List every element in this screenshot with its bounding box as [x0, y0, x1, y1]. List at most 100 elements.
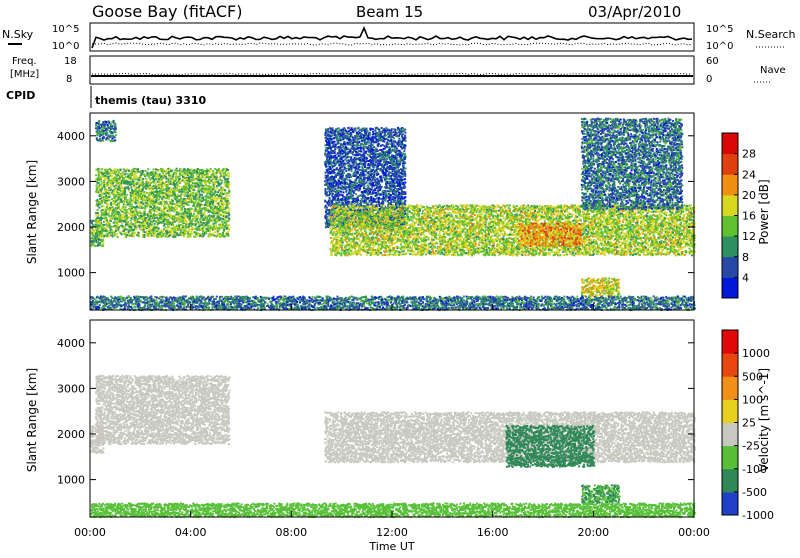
power-cell-2210: [198, 177, 200, 179]
power-cell-368: [108, 187, 110, 189]
power-cell-28: [93, 232, 95, 234]
power-cell-3052: [328, 179, 330, 181]
power-cell-4087: [360, 202, 362, 204]
power-cell-2079: [192, 185, 194, 187]
power-cell-3870: [353, 192, 355, 194]
power-cell-2827: [95, 125, 97, 127]
power-cell-4429: [371, 200, 373, 202]
power-cell-2109: [193, 189, 195, 191]
power-cell-903: [135, 197, 137, 199]
power-cell-2675: [222, 223, 224, 225]
power-cell-2183: [198, 201, 200, 203]
power-cell-2099: [193, 192, 195, 194]
power-cell-1360: [158, 228, 160, 230]
power-cell-909: [135, 179, 137, 181]
power-cell-635: [121, 175, 123, 177]
power-cell-4432: [371, 189, 373, 191]
power-cell-1163: [147, 168, 149, 170]
power-cell-877: [134, 214, 136, 216]
power-cell-4381: [369, 159, 371, 161]
power-cell-4013: [358, 184, 360, 186]
power-cell-1209: [151, 211, 153, 213]
power-cell-2580: [216, 176, 218, 178]
power-cell-1046: [142, 207, 144, 209]
power-cell-2498: [212, 170, 214, 172]
power-cell-2697: [222, 209, 224, 211]
power-cell-214: [101, 202, 103, 204]
power-cell-1048: [142, 203, 144, 205]
power-cell-2741: [224, 172, 226, 174]
power-cell-2286: [202, 176, 204, 178]
power-cell-1259: [154, 235, 156, 237]
power-cell-1525: [165, 201, 167, 203]
power-cell-3636: [345, 170, 347, 172]
power-cell-1056: [142, 178, 144, 180]
power-cell-3355: [336, 157, 338, 159]
power-cell-1081: [144, 212, 146, 214]
power-cell-3620: [344, 135, 346, 137]
power-cell-2224: [199, 196, 201, 198]
power-cell-4092: [360, 177, 362, 179]
power-cell-2177: [197, 216, 199, 218]
power-cell-2696: [223, 211, 225, 213]
power-cell-2668: [221, 182, 223, 184]
power-cell-2960: [324, 207, 326, 209]
power-cell-2820: [228, 181, 230, 183]
nave-label: Nave: [760, 65, 786, 76]
power-cell-4254: [365, 151, 367, 153]
power-cell-718: [126, 199, 128, 201]
power-cell-3660: [346, 179, 348, 181]
power-cell-2560: [215, 174, 217, 176]
nsky-tick-top: 10^5: [52, 24, 79, 35]
power-cell-364: [108, 199, 110, 201]
power-cell-2353: [205, 187, 207, 189]
power-cell-3832: [351, 129, 353, 131]
power-cell-616: [120, 184, 122, 186]
power-cell-1136: [147, 203, 149, 205]
power-cell-1812: [180, 180, 182, 182]
power-cell-2852: [99, 124, 101, 126]
power-cell-2365: [206, 219, 208, 221]
power-cell-3772: [350, 150, 352, 152]
power-cell-623: [121, 225, 123, 227]
power-cell-3610: [344, 168, 346, 170]
power-cell-3796: [351, 168, 353, 170]
power-cell-963: [139, 226, 141, 228]
power-cell-867: [133, 176, 135, 178]
power-cell-530: [117, 224, 119, 226]
power-cell-1438: [161, 200, 163, 202]
power-cell-2495: [212, 178, 214, 180]
power-cell-108: [95, 215, 97, 217]
power-cell-119: [95, 174, 97, 176]
power-cell-142: [98, 214, 100, 216]
power-cell-2934: [112, 125, 114, 127]
power-cell-2542: [214, 195, 216, 197]
power-cell-2054: [191, 223, 193, 225]
power-cell-1991: [187, 168, 189, 170]
power-cell-4271: [366, 182, 368, 184]
power-cell-1483: [164, 226, 166, 228]
power-cell-4446: [371, 146, 373, 148]
power-cell-2012: [188, 178, 190, 180]
power-cell-4182: [363, 180, 365, 182]
power-cell-2627: [219, 194, 221, 196]
power-cell-1629: [171, 233, 173, 235]
power-cell-845: [132, 182, 134, 184]
power-cell-1028: [142, 188, 144, 190]
power-cell-2949: [115, 134, 117, 136]
power-cell-2514: [214, 231, 216, 233]
power-cell-2329: [204, 207, 206, 209]
power-cell-850: [133, 235, 135, 237]
power-cell-2161: [197, 203, 199, 205]
power-cell-4227: [364, 154, 366, 156]
power-cell-4464: [372, 169, 374, 171]
power-cell-3021: [326, 207, 328, 209]
power-cell-3659: [346, 182, 348, 184]
power-cell-2549: [215, 225, 217, 227]
power-cell-595: [120, 210, 122, 212]
power-cell-2153: [196, 229, 198, 231]
power-cell-899: [135, 209, 137, 211]
power-cell-22: [92, 220, 94, 222]
